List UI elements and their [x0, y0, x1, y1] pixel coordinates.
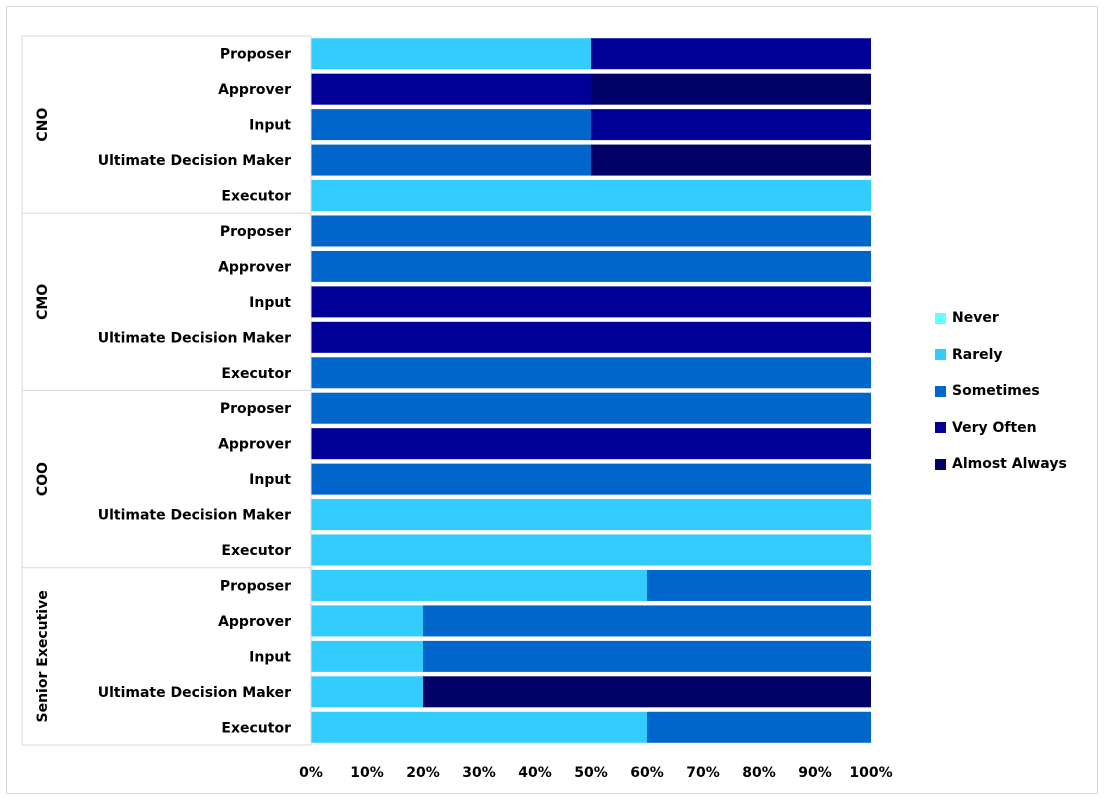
row-label: Ultimate Decision Maker [98, 508, 291, 524]
group-label: CMO [35, 284, 51, 320]
bar-segment [311, 534, 871, 566]
legend-swatch [935, 385, 946, 397]
group-label: COO [35, 462, 51, 496]
x-tick-label: 100% [849, 765, 892, 781]
row-label: Approver [218, 82, 291, 98]
row-label: Executor [221, 366, 291, 382]
x-tick-label: 90% [798, 765, 832, 781]
row-label: Proposer [220, 224, 291, 240]
bar-segment [311, 640, 423, 672]
row-label: Proposer [220, 47, 291, 63]
x-tick-label: 20% [406, 765, 440, 781]
bar-segment [423, 605, 871, 637]
row-label: Executor [221, 543, 291, 559]
row-label: Ultimate Decision Maker [98, 330, 291, 346]
x-tick-label: 40% [518, 765, 552, 781]
row-label: Input [249, 295, 291, 311]
bar-segment [311, 357, 871, 389]
bar-segment [647, 711, 871, 743]
row-label: Executor [221, 720, 291, 736]
legend-item-very-often: Very Often [935, 418, 1105, 438]
x-tick-label: 10% [350, 765, 384, 781]
row-label: Input [249, 472, 291, 488]
legend-label: Never [952, 310, 999, 326]
bar-segment [311, 499, 871, 531]
row-label: Proposer [220, 578, 291, 594]
bar-segment [311, 392, 871, 424]
bar-segment [423, 640, 871, 672]
bar-segment [591, 144, 871, 176]
bar-segment [591, 38, 871, 70]
x-tick-label: 70% [686, 765, 720, 781]
row-label: Input [249, 118, 291, 134]
legend-label: Very Often [952, 419, 1037, 436]
bar-segment [311, 463, 871, 495]
x-tick-label: 60% [630, 765, 664, 781]
bar-segment [311, 250, 871, 282]
bar-segment [311, 180, 871, 212]
bar-segment [311, 215, 871, 247]
x-tick-label: 0% [299, 765, 323, 781]
row-label: Input [249, 649, 291, 665]
legend-label: Rarely [952, 346, 1003, 363]
row-label: Approver [218, 437, 291, 453]
legend-swatch [935, 422, 946, 433]
bar-segment [311, 605, 423, 637]
row-label: Ultimate Decision Maker [98, 685, 291, 701]
row-label: Executor [221, 189, 291, 205]
bar-segment [311, 73, 591, 105]
bar-segment [311, 321, 871, 353]
legend-item-rarely: Rarely [935, 345, 1105, 365]
bar-segment [647, 569, 871, 601]
bar-segment [311, 676, 423, 708]
bar-segment [591, 109, 871, 141]
legend-label: Almost Always [952, 456, 1067, 472]
bar-segment [311, 109, 591, 141]
legend-swatch [935, 312, 946, 324]
bar-segment [423, 676, 871, 708]
row-label: Approver [218, 259, 291, 275]
row-label: Approver [218, 614, 291, 630]
bar-segment [591, 73, 871, 105]
bar-segment [311, 144, 591, 176]
row-label: Ultimate Decision Maker [98, 153, 291, 169]
x-tick-label: 80% [742, 765, 776, 781]
legend-item-almost-always: Almost Always [935, 454, 1105, 474]
row-label: Proposer [220, 401, 291, 417]
x-tick-label: 30% [462, 765, 496, 781]
bar-segment [311, 428, 871, 460]
bar-segment [311, 569, 647, 601]
legend-item-sometimes: Sometimes [935, 381, 1105, 401]
legend-label: Sometimes [952, 383, 1040, 399]
bar-segment [311, 286, 871, 318]
x-tick-label: 50% [574, 765, 608, 781]
bar-segment [311, 711, 647, 743]
legend-swatch [935, 349, 946, 360]
bar-segment [311, 38, 591, 70]
legend-item-never: Never [935, 308, 1105, 328]
group-label: Senior Executive [35, 590, 51, 722]
chart-legend: Never Rarely Sometimes Very Often Almost… [935, 308, 1105, 491]
group-label: CNO [35, 108, 51, 142]
legend-swatch [935, 458, 946, 470]
